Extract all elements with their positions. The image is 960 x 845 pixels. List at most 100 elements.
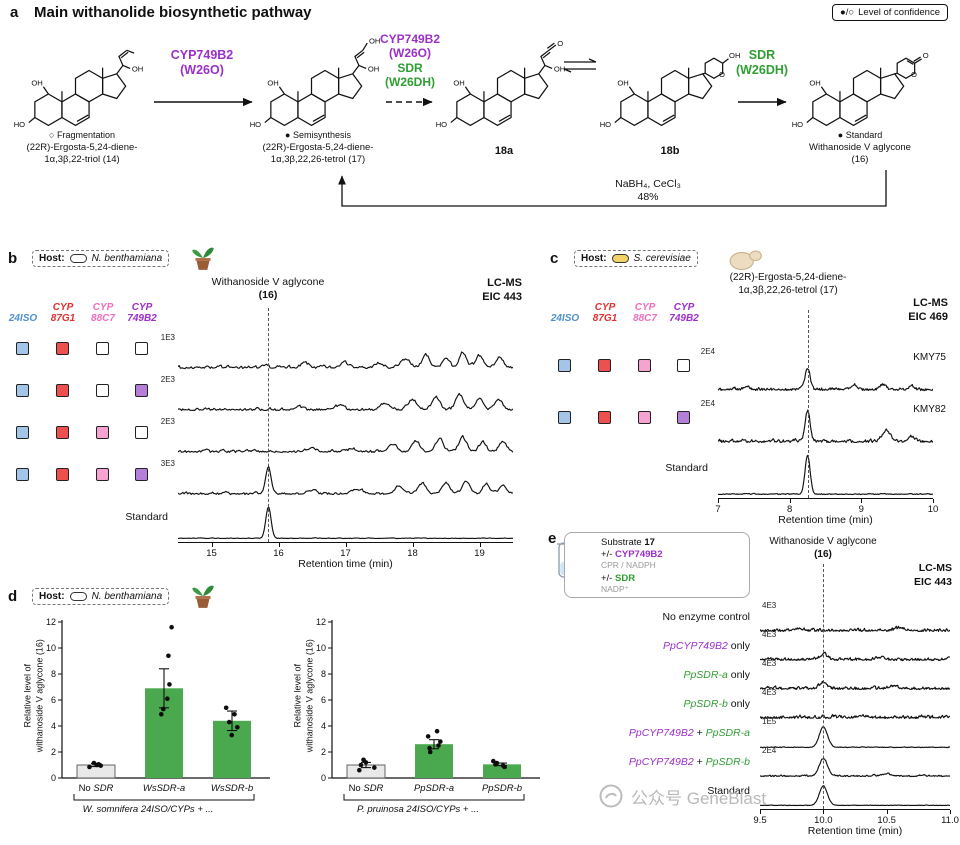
- gene-header-line: 88C7: [633, 312, 657, 324]
- text-segment: Standard: [707, 784, 750, 797]
- data-point: [91, 760, 97, 766]
- axis-tick: [278, 543, 280, 547]
- atom-label-oh: OH: [554, 65, 565, 74]
- chromatogram-trace: [760, 625, 950, 633]
- enzyme-activity: (W26O): [180, 63, 224, 77]
- data-point: [167, 682, 172, 687]
- text-segment: CPR / NADPH: [601, 560, 656, 570]
- data-point: [161, 706, 166, 712]
- axis-tick: [789, 499, 791, 503]
- chromatogram-trace: [760, 680, 950, 691]
- gene-square-filled: [135, 468, 148, 481]
- reaction-step1-label: CYP749B2 (W26O): [146, 48, 258, 78]
- category-label: WsSDR-b: [211, 783, 253, 794]
- atom-label-o: O: [911, 70, 917, 79]
- trace-label: PpSDR-b only: [548, 698, 750, 710]
- gene-square-filled: [135, 384, 148, 397]
- sample-trace-row: PpCYP749B2 only 4E3: [548, 630, 954, 662]
- gene-square-filled: [16, 342, 29, 355]
- scale-label: 2E4: [700, 399, 715, 408]
- gene-square-filled: [558, 411, 571, 424]
- category-label: No SDR: [79, 783, 114, 794]
- category-label: PpSDR-b: [482, 783, 522, 794]
- sample-trace-row: No enzyme control 4E3: [548, 601, 954, 633]
- trace-label: PpCYP749B2 + PpSDR-a: [548, 727, 750, 739]
- compound-name: 18b: [660, 145, 680, 157]
- axis-tick: [760, 810, 761, 814]
- gene-square-filled: [16, 468, 29, 481]
- host-prefix: Host:: [39, 253, 65, 264]
- atom-label-oh: OH: [368, 65, 379, 74]
- sample-trace-row: PpCYP749B2 + PpSDR-b 2E4: [548, 746, 954, 778]
- data-point: [166, 653, 171, 659]
- gene-header-line: 87G1: [50, 312, 76, 324]
- standard-trace-row: Standard: [8, 498, 530, 540]
- confidence-symbol-icon: ○: [49, 130, 55, 140]
- host-name: N. benthamiana: [91, 591, 163, 602]
- reaction-step3-label: SDR (W26DH): [706, 48, 818, 78]
- bar-chart-svg: 0 2 4 6 8 10 12 No SDR WsSDR-a WsSDR-b: [46, 617, 270, 801]
- watermark-text: 公众号 GeneBlast: [631, 788, 767, 808]
- note-text: Fragmentation: [56, 130, 115, 140]
- compound-caption-14: (22R)-Ergosta-5,24-diene- 1α,3β,22-triol…: [2, 142, 162, 167]
- gene-square-filled: [16, 426, 29, 439]
- retention-marker-line: [807, 310, 809, 498]
- enzyme-name: SDR: [397, 60, 423, 75]
- chromatogram-trace: [178, 506, 513, 540]
- y-tick-label: 2: [321, 747, 326, 757]
- reduction-reagents: NaBH₄, CeCl₃: [615, 178, 681, 190]
- cofactor-line: NADP⁺: [601, 585, 629, 594]
- atom-label-o: O: [719, 70, 725, 79]
- gene-header-line: CYP: [131, 301, 153, 313]
- text-segment: PpSDR-a: [683, 668, 728, 681]
- peak-compound-number: (16): [258, 289, 278, 302]
- compound-note: ● Semisynthesis: [238, 130, 398, 140]
- bar-chart-ppsdr: Relative level of withanoside V aglycone…: [280, 616, 544, 831]
- text-segment: P. pruinosa 24ISO/CYPs + ...: [356, 804, 480, 815]
- eic-text: EIC 443: [914, 575, 952, 588]
- axis-tick-label: 11.0: [941, 815, 959, 826]
- gene-square-filled: [56, 384, 69, 397]
- text-segment: only: [727, 668, 750, 681]
- text-segment: SDR: [615, 573, 636, 584]
- gene-square-filled: [56, 426, 69, 439]
- x-axis: 9.5 10.0 10.5 11.0: [753, 809, 959, 826]
- chromatogram-trace: [760, 785, 950, 807]
- panel-a-title: Main withanolide biosynthetic pathway: [34, 4, 312, 21]
- trace-label: No enzyme control: [548, 611, 750, 623]
- sample-trace-row: KMY75 2E4: [550, 340, 952, 392]
- scale-label: 3E3: [160, 459, 175, 468]
- axis-tick-label: 16: [273, 548, 284, 559]
- axis-tick: [211, 543, 213, 547]
- chromatogram-trace: [718, 368, 933, 392]
- gene-square-empty: [96, 342, 109, 355]
- panel-c: c Host: S. cerevisiae (22R)-Ergosta-5,24…: [550, 250, 952, 542]
- compound-caption-18b: 18b: [590, 144, 750, 158]
- data-point: [372, 765, 377, 770]
- gene-square-filled: [96, 468, 109, 481]
- panel-d: d Host: N. benthamiana Relative level of…: [8, 585, 548, 842]
- x-axis: 15 16 17 18 19: [178, 542, 513, 559]
- gene-square-empty: [677, 359, 690, 372]
- gene-square-filled: [638, 411, 651, 424]
- text-segment: PpCYP749B2: [663, 639, 728, 652]
- trace-label: PpCYP749B2 only: [548, 640, 750, 652]
- scale-label: 4E3: [762, 688, 777, 697]
- panel-a-label: a: [10, 4, 19, 21]
- host-prefix: Host:: [581, 253, 607, 264]
- bar-chart-svg: 0 2 4 6 8 10 12 No SDR PpSDR-a PpSDR-b: [316, 617, 540, 801]
- yeast-icon: [729, 250, 762, 271]
- gene-header-line: 24ISO: [8, 312, 38, 324]
- structure-compound-17: OH OH: [249, 37, 380, 130]
- enzyme-activity: (W26DH): [385, 75, 435, 90]
- bar-chart-wssdr: Relative level of withanoside V aglycone…: [10, 616, 274, 831]
- plant-icon: [192, 585, 214, 608]
- data-point: [226, 719, 232, 725]
- y-tick-label: 8: [321, 669, 326, 679]
- data-point: [438, 739, 443, 744]
- panel-e: e Substrate 17 +/- CYP749B2 CPR / NADPH …: [548, 530, 959, 842]
- peak-annotation: Withanoside V aglycone (16): [173, 276, 363, 302]
- host-capsule-icon: [69, 254, 87, 263]
- y-tick-label: 6: [321, 695, 326, 705]
